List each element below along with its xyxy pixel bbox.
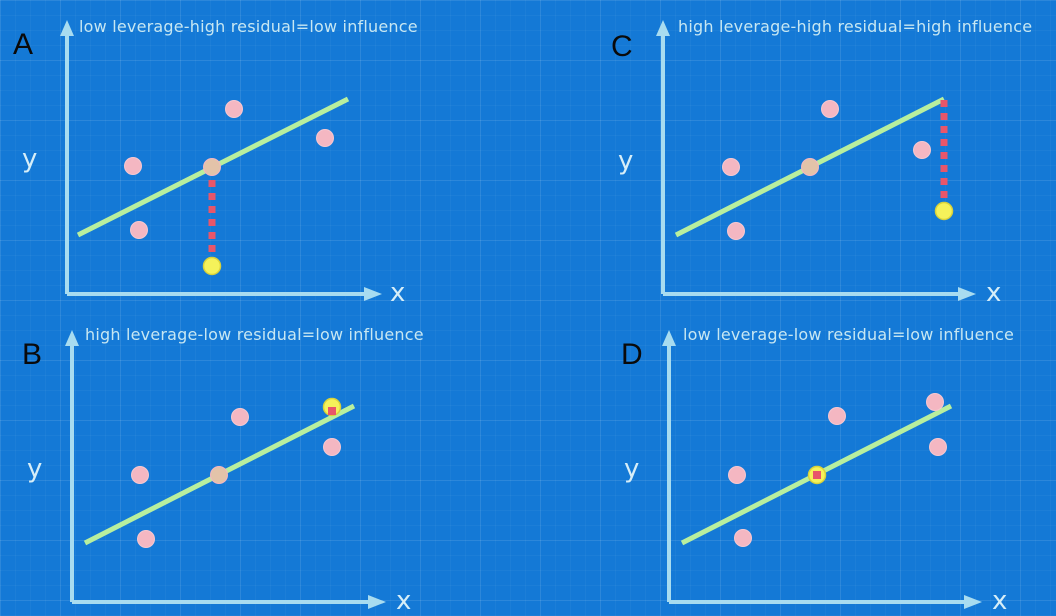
data-point [821,100,839,118]
residual-mark [813,471,821,479]
panel-c: C high leverage-high residual=high influ… [528,0,1056,308]
panel-caption: high leverage-high residual=high influen… [678,17,1033,36]
data-point [130,221,148,239]
data-point [231,408,249,426]
panel-b-graphic [65,330,386,609]
panel-a-graphic [60,20,382,301]
x-axis-arrowhead [364,287,382,301]
influential-point [934,201,954,221]
data-point [926,393,944,411]
x-axis-arrowhead [964,595,982,609]
y-axis-label: y [624,454,640,484]
data-point [734,529,752,547]
x-axis-label: x [992,586,1008,616]
panel-c-graphic [656,20,976,301]
y-axis-label: y [27,454,43,484]
panel-letter: B [22,338,43,371]
x-axis-label: x [396,586,412,616]
data-point [727,222,745,240]
data-point [124,157,142,175]
data-point [728,466,746,484]
data-point [131,466,149,484]
y-axis-label: y [22,144,38,174]
panel-a: A low leverage-high residual=low influen… [0,0,528,308]
x-axis-arrowhead [368,595,386,609]
panel-letter: A [13,28,34,61]
data-point-on-line [210,466,228,484]
y-axis-arrowhead [662,330,676,346]
influential-point [202,256,222,276]
x-axis-label: x [986,278,1002,308]
y-axis-arrowhead [656,20,670,36]
panel-b: B high leverage-low residual=low influen… [0,308,528,616]
data-point-on-line [203,158,221,176]
panel-d: D low leverage-low residual=low influenc… [528,308,1056,616]
data-point-on-line [801,158,819,176]
panel-caption: low leverage-low residual=low influence [683,325,1015,344]
data-point [828,407,846,425]
panel-d-graphic [662,330,982,609]
x-axis-label: x [390,278,406,308]
data-point [929,438,947,456]
data-point [722,158,740,176]
x-axis-arrowhead [958,287,976,301]
panel-caption: low leverage-high residual=low influence [79,17,418,36]
data-point [316,129,334,147]
data-point [225,100,243,118]
y-axis-arrowhead [60,20,74,36]
panel-caption: high leverage-low residual=low influence [85,325,424,344]
residual-mark [328,407,336,415]
y-axis-arrowhead [65,330,79,346]
y-axis-label: y [618,146,634,176]
data-point [323,438,341,456]
data-point [913,141,931,159]
data-point [137,530,155,548]
panel-letter: C [611,30,633,63]
panel-letter: D [621,338,643,371]
